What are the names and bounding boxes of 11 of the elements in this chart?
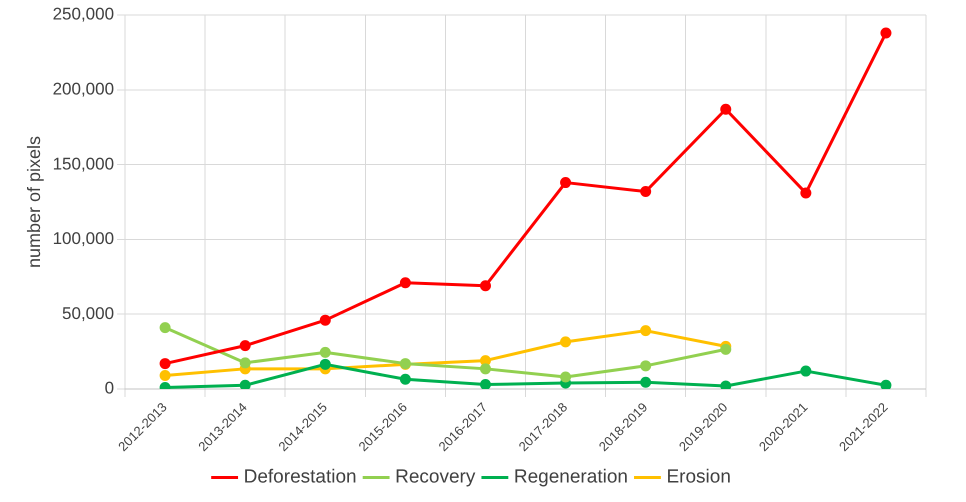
legend-label: Deforestation (244, 466, 357, 488)
y-tick-label: 0 (104, 378, 114, 398)
y-tick-label: 250,000 (52, 4, 114, 24)
y-tick-label: 50,000 (62, 304, 114, 323)
y-tick-label: 150,000 (52, 154, 114, 174)
legend-label: Regeneration (514, 466, 628, 488)
legend-label: Recovery (395, 466, 476, 488)
y-tick-label: 200,000 (52, 79, 114, 98)
y-tick-label: 100,000 (52, 229, 114, 248)
legend-label: Erosion (666, 466, 731, 488)
y-axis-title: number of pixels (24, 136, 44, 268)
